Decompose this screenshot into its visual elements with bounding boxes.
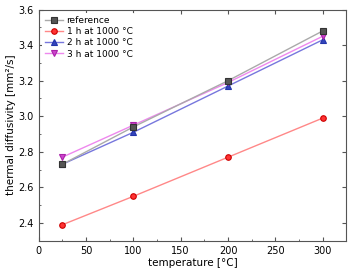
- 3 h at 1000 °C: [60, 156, 64, 159]
- reference: [60, 163, 64, 166]
- 1 h at 1000 °C: [131, 195, 136, 198]
- Legend: reference, 1 h at 1000 °C, 2 h at 1000 °C, 3 h at 1000 °C: reference, 1 h at 1000 °C, 2 h at 1000 °…: [42, 13, 135, 61]
- Line: 3 h at 1000 °C: 3 h at 1000 °C: [59, 33, 326, 160]
- 1 h at 1000 °C: [60, 223, 64, 226]
- 1 h at 1000 °C: [321, 116, 325, 120]
- reference: [321, 29, 325, 33]
- 3 h at 1000 °C: [321, 35, 325, 38]
- X-axis label: temperature [°C]: temperature [°C]: [147, 258, 237, 269]
- 1 h at 1000 °C: [226, 156, 230, 159]
- 3 h at 1000 °C: [131, 124, 136, 127]
- reference: [131, 125, 136, 129]
- 3 h at 1000 °C: [226, 81, 230, 84]
- 2 h at 1000 °C: [60, 163, 64, 166]
- 2 h at 1000 °C: [321, 38, 325, 41]
- Line: 1 h at 1000 °C: 1 h at 1000 °C: [59, 115, 326, 228]
- reference: [226, 79, 230, 82]
- 2 h at 1000 °C: [131, 131, 136, 134]
- 2 h at 1000 °C: [226, 84, 230, 88]
- Line: 2 h at 1000 °C: 2 h at 1000 °C: [59, 37, 326, 167]
- Y-axis label: thermal diffusivity [mm²/s]: thermal diffusivity [mm²/s]: [6, 55, 15, 195]
- Line: reference: reference: [59, 28, 326, 167]
